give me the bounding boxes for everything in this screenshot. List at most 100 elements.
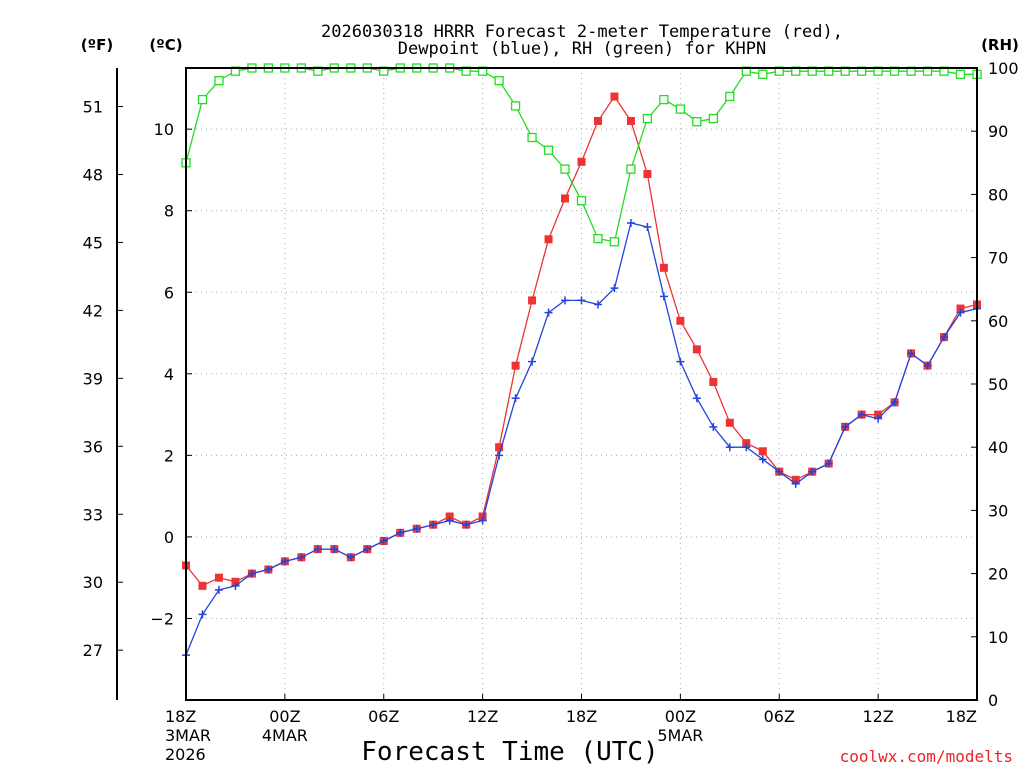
dewpoint-point xyxy=(363,545,372,554)
rh-point xyxy=(510,101,521,111)
dewpoint-point xyxy=(709,422,718,431)
dewpoint-point xyxy=(643,223,652,232)
dewpoint-point xyxy=(462,520,471,529)
rh-point xyxy=(214,75,224,86)
fahrenheit-axis: 27 30 33 36 39 42 45 48 51 xyxy=(83,98,123,660)
rh-tick-label: 20 xyxy=(988,565,1008,584)
rh-tick-label: 100 xyxy=(988,59,1019,78)
rh-point xyxy=(675,104,686,114)
rh-point xyxy=(725,91,735,102)
rh-point xyxy=(609,237,620,247)
temperature-point xyxy=(709,377,718,386)
dewpoint-point xyxy=(890,398,899,407)
dewpoint-point xyxy=(313,545,322,554)
time-tick-label: 18Z xyxy=(165,707,196,726)
temperature-point xyxy=(676,316,685,325)
celsius-tick-label: 6 xyxy=(164,283,174,302)
rh-point xyxy=(692,117,702,127)
dewpoint-point xyxy=(528,357,537,366)
dewpoint-point xyxy=(297,553,306,562)
time-tick-date: 3MAR xyxy=(165,726,211,745)
celsius-tick-label: 2 xyxy=(164,446,174,465)
temperature-point xyxy=(643,170,652,179)
dewpoint-point xyxy=(280,557,289,566)
temperature-point xyxy=(956,304,965,313)
temperature-point xyxy=(561,194,570,203)
temperature-point xyxy=(198,581,207,590)
rh-point xyxy=(527,132,537,143)
fahrenheit-tick-label: 39 xyxy=(83,369,103,388)
rh-point xyxy=(593,233,603,244)
celsius-unit-label: (ºC) xyxy=(149,36,182,54)
rh-tick-label: 80 xyxy=(988,185,1008,204)
time-tick-label: 12Z xyxy=(862,707,893,726)
dewpoint-point xyxy=(742,443,751,452)
dewpoint-point xyxy=(511,394,520,403)
fahrenheit-tick-label: 45 xyxy=(83,233,103,252)
dewpoint-point xyxy=(561,296,570,305)
dewpoint-point xyxy=(198,610,207,619)
rh-point xyxy=(955,69,966,79)
time-tick-year: 2026 xyxy=(165,745,206,764)
dewpoint-point xyxy=(214,585,223,594)
rh-point xyxy=(758,69,768,79)
dewpoint-point xyxy=(923,361,932,370)
time-tick-label: 18Z xyxy=(566,707,597,726)
rh-point xyxy=(494,75,504,86)
rh-point xyxy=(543,145,554,155)
temperature-point xyxy=(626,117,635,126)
celsius-tick-label: 8 xyxy=(164,202,174,221)
temperature-point xyxy=(791,475,800,484)
dewpoint-point xyxy=(577,296,586,305)
rh-tick-label: 60 xyxy=(988,312,1008,331)
temperature-point xyxy=(511,361,520,370)
fahrenheit-tick-label: 51 xyxy=(83,98,103,117)
dewpoint-point xyxy=(659,292,668,301)
dewpoint-point xyxy=(676,357,685,366)
dewpoint-point xyxy=(626,218,635,227)
dewpoint-point xyxy=(725,443,734,452)
temperature-point xyxy=(445,512,454,521)
dewpoint-point xyxy=(429,520,438,529)
dewpoint-point xyxy=(412,524,421,533)
celsius-tick-label: 4 xyxy=(164,365,174,384)
celsius-tick-label: −2 xyxy=(150,609,174,628)
temperature-point xyxy=(692,345,701,354)
fahrenheit-tick-label: 30 xyxy=(83,573,103,592)
fahrenheit-tick-label: 42 xyxy=(83,301,103,320)
dewpoint-point xyxy=(610,284,619,293)
temperature-point xyxy=(725,418,734,427)
chart-title-line2: Dewpoint (blue), RH (green) for KHPN xyxy=(398,39,766,59)
dewpoint-point xyxy=(247,569,256,578)
fahrenheit-tick-label: 27 xyxy=(83,641,103,660)
dewpoint-point xyxy=(478,516,487,525)
rh-point xyxy=(642,113,653,124)
time-tick-date: 5MAR xyxy=(657,726,703,745)
rh-tick-label: 0 xyxy=(988,691,998,710)
plot-frame xyxy=(185,67,978,701)
time-tick-date: 4MAR xyxy=(262,726,308,745)
time-tick-label: 12Z xyxy=(467,707,498,726)
rh-point xyxy=(197,94,208,105)
rh-point xyxy=(626,164,636,174)
dewpoint-point xyxy=(791,479,800,488)
rh-tick-label: 30 xyxy=(988,501,1008,520)
dewpoint-point xyxy=(956,308,965,317)
dewpoint-point xyxy=(775,467,784,476)
site-credit: coolwx.com/modelts xyxy=(840,747,1013,766)
dewpoint-point xyxy=(857,410,866,419)
temperature-point xyxy=(214,573,223,582)
dewpoint-point xyxy=(940,333,949,342)
dewpoint-point xyxy=(379,536,388,545)
celsius-tick-label: 0 xyxy=(164,528,174,547)
time-tick-label: 00Z xyxy=(269,707,300,726)
dewpoint-point xyxy=(346,553,355,562)
rh-point xyxy=(708,113,718,124)
dewpoint-point xyxy=(692,394,701,403)
dewpoint-point xyxy=(445,516,454,525)
dewpoint-point xyxy=(330,545,339,554)
time-tick-label: 06Z xyxy=(764,707,795,726)
rh-point xyxy=(576,196,587,206)
